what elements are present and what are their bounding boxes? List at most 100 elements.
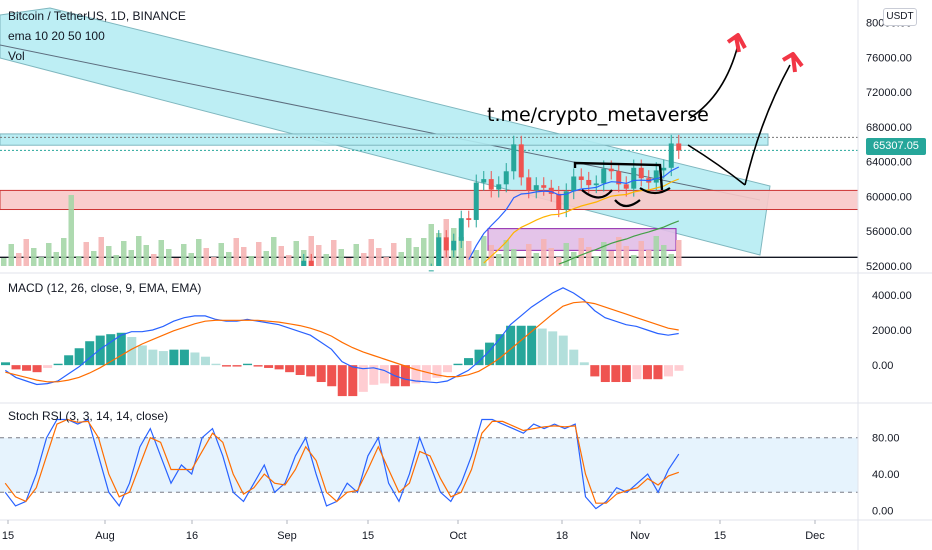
volume-bar (241, 247, 247, 266)
volume-bar (31, 248, 37, 266)
volume-bar (166, 249, 172, 266)
volume-bar (458, 237, 464, 266)
descending-channel (0, 7, 771, 256)
stoch-title: Stoch RSI (3, 3, 14, 14, close) (8, 409, 169, 423)
candle-body (563, 191, 569, 210)
volume-bar (263, 251, 269, 266)
macd-histogram-bar (369, 365, 379, 385)
volume-bar (346, 258, 352, 266)
price-tick-label: 64000.00 (866, 157, 912, 169)
volume-bar (218, 243, 224, 266)
candle-body (608, 168, 614, 172)
candle-body (451, 240, 457, 251)
candle-body (653, 170, 659, 183)
stoch-band (0, 437, 858, 493)
stoch-tick-label: 40.00 (872, 469, 900, 481)
volume-bar (121, 241, 127, 266)
macd-tick-label: 0.00 (872, 360, 893, 372)
volume-bar (271, 237, 277, 266)
drawing-annotations (573, 33, 804, 208)
volume-bar (106, 246, 112, 266)
macd-histogram-bar (148, 349, 158, 366)
candle-body (548, 187, 554, 194)
volume-bar (196, 239, 202, 266)
macd-histogram-bar (85, 341, 95, 366)
time-tick-label: Oct (449, 530, 466, 542)
macd-histogram-bar (653, 365, 663, 380)
volume-bar (188, 253, 194, 266)
volume-bar (353, 244, 359, 266)
macd-histogram-bar (537, 328, 547, 366)
price-tick-label: 72000.00 (866, 87, 912, 99)
volume-bar (293, 241, 299, 266)
volume-bar (368, 239, 374, 266)
volume-bar (481, 236, 487, 266)
volume-bar (533, 253, 539, 266)
macd-histogram-bar (558, 335, 568, 366)
macd-histogram-bar (337, 365, 347, 397)
neckline-drawing (573, 161, 664, 191)
macd-histogram-bar (432, 365, 442, 378)
volume-bar (308, 236, 314, 266)
macd-histogram-bar (11, 365, 21, 370)
volume-legend: Vol (8, 49, 25, 63)
macd-histogram-bar (548, 331, 558, 366)
projection-rise-line (744, 64, 791, 186)
price-pane[interactable] (0, 7, 859, 272)
candle-body (443, 237, 449, 251)
macd-histogram-bar (485, 342, 495, 366)
macd-histogram-bar (43, 365, 53, 368)
macd-title: MACD (12, 26, close, 9, EMA, EMA) (8, 281, 202, 295)
volume-bar (428, 224, 434, 266)
macd-histogram-bar (53, 363, 63, 366)
stoch-pane[interactable] (0, 418, 858, 510)
candle-body (473, 182, 479, 220)
macd-histogram-bar (316, 365, 326, 383)
volume-bar (278, 246, 284, 266)
volume-bar (653, 236, 659, 266)
candle-body (518, 144, 524, 178)
price-tick-label: 68000.00 (866, 122, 912, 134)
candle-body (496, 184, 502, 190)
volume-bar (496, 254, 502, 266)
currency-badge[interactable]: USDT (883, 8, 917, 26)
volume-bar (593, 256, 599, 266)
last-price-tag: 65307.05 (866, 138, 926, 155)
volume-bar (616, 237, 622, 266)
time-tick-label: 15 (714, 530, 726, 542)
macd-histogram-bar (243, 363, 253, 366)
volume-bar (173, 258, 179, 266)
candle-body (466, 218, 472, 220)
volume-bar (23, 239, 29, 266)
macd-histogram-bar (64, 355, 74, 366)
pattern-drawing (581, 187, 671, 208)
projection-drop-line (687, 144, 746, 186)
macd-histogram-bar (453, 363, 463, 366)
volume-bar (91, 251, 97, 266)
volume-bar (376, 248, 382, 266)
candle-body (623, 184, 629, 189)
volume-bar (511, 249, 517, 266)
macd-histogram-bar (179, 349, 189, 366)
macd-histogram-bar (116, 332, 126, 366)
macd-histogram-bar (674, 365, 684, 371)
candle-body (301, 260, 307, 266)
volume-bar (398, 252, 404, 266)
candle-body (616, 171, 622, 185)
candle-body (533, 185, 539, 191)
volume-bar (631, 255, 637, 266)
volume-bar (151, 254, 157, 266)
macd-pane[interactable] (1, 287, 684, 397)
volume-bar (608, 251, 614, 266)
macd-histogram-bar (327, 365, 337, 387)
volume-bar (668, 254, 674, 266)
candle-body (661, 167, 667, 171)
volume-bar (76, 256, 82, 266)
ema-legend: ema 10 20 50 100 (8, 29, 105, 43)
candle-body (593, 183, 599, 186)
time-tick-label: Aug (95, 530, 115, 542)
candle-body (511, 144, 517, 172)
price-tick-label: 60000.00 (866, 191, 912, 203)
